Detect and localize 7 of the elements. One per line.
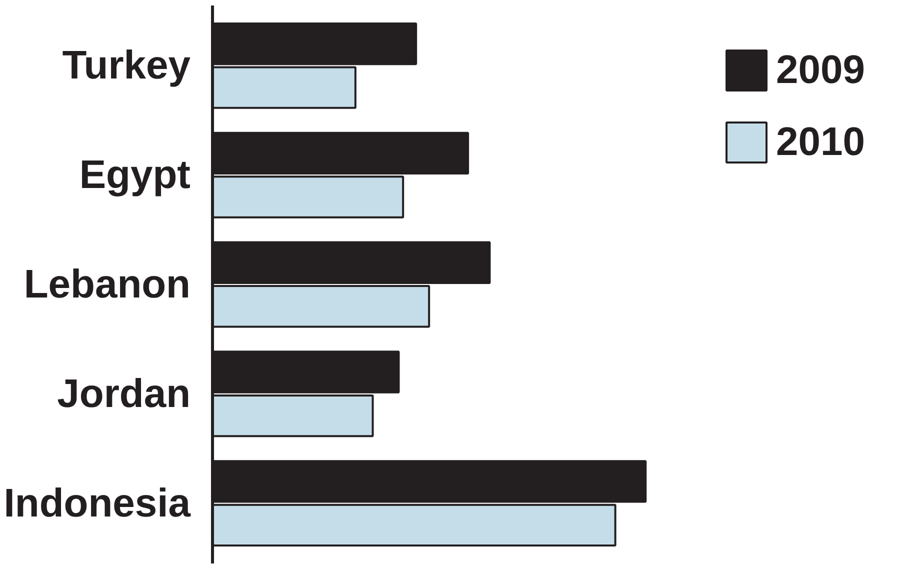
legend-label: 2009 [776,46,865,94]
y-tick-label: Egypt [79,153,191,198]
y-tick-label: Turkey [62,44,192,88]
y-tick-label: Indonesia [4,481,192,526]
y-tick-label: Jordan [57,372,190,416]
legend-label: 2010 [776,118,865,166]
y-tick-label: Lebanon [24,262,191,306]
